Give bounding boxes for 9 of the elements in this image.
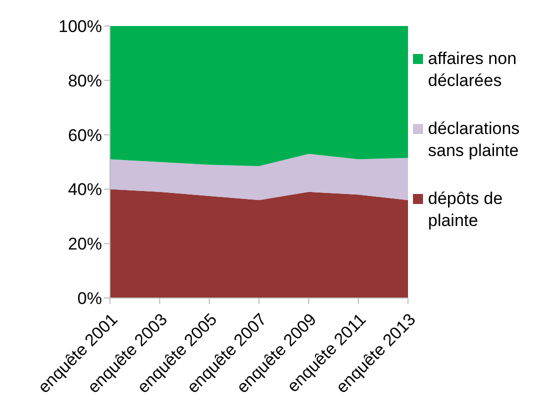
y-tick-label: 20% <box>68 234 102 254</box>
y-tick-label: 40% <box>68 180 102 200</box>
y-tick-label: 100% <box>58 17 102 36</box>
legend-label: déclarations sans plainte <box>428 118 521 162</box>
legend-label: dépôts de plainte <box>428 188 504 232</box>
y-tick-label: 60% <box>68 126 102 145</box>
y-tick-label: 80% <box>68 71 102 90</box>
y-tick-label: 0% <box>77 289 102 308</box>
legend-label: affaires non déclarées <box>428 48 518 92</box>
